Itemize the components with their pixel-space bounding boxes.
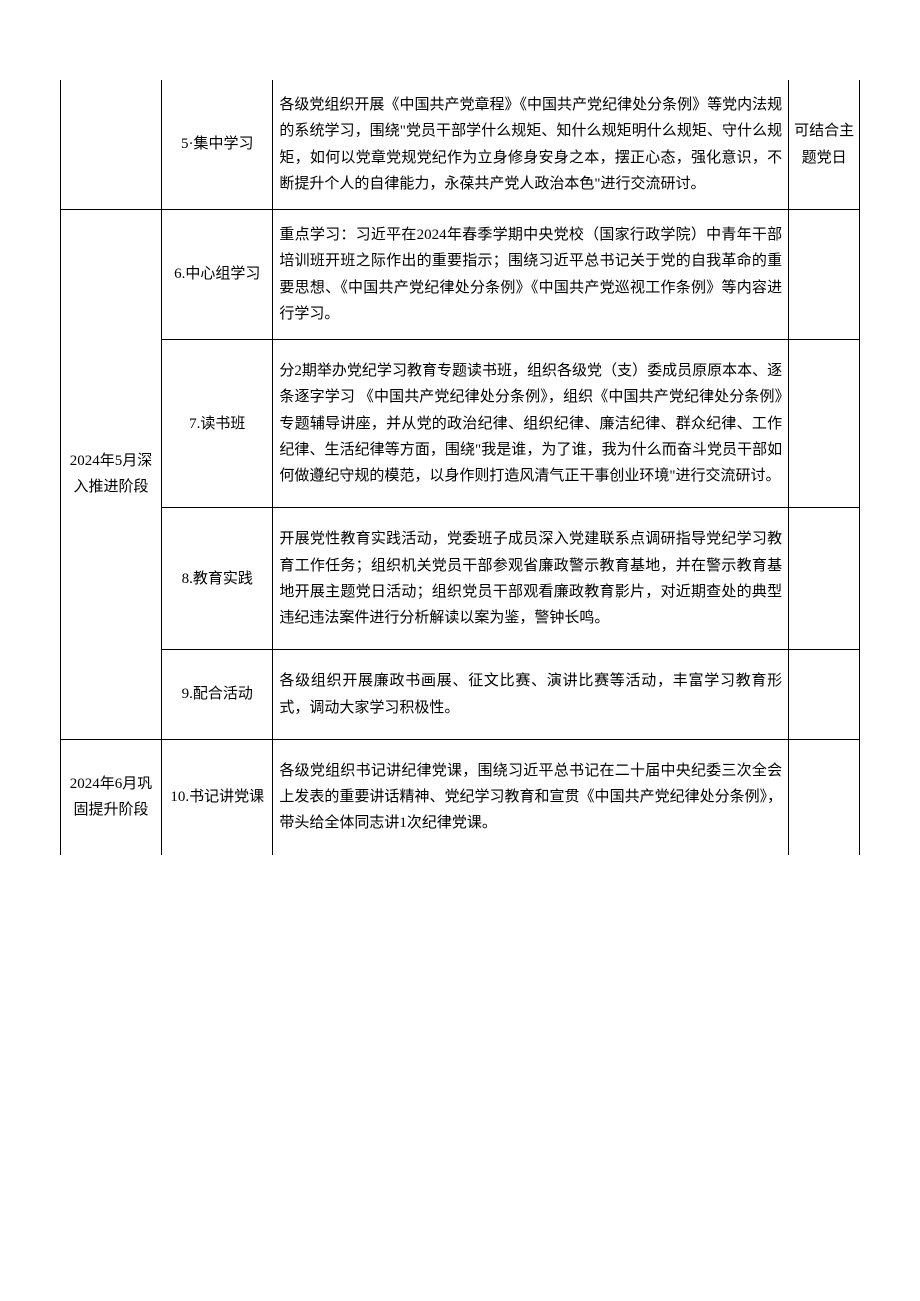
activity-cell: 5·集中学习 [162, 80, 273, 210]
activity-cell: 8.教育实践 [162, 508, 273, 650]
table-row: 8.教育实践 开展党性教育实践活动，党委班子成员深入党建联系点调研指导党纪学习教… [61, 508, 860, 650]
note-cell [789, 340, 860, 508]
note-cell: 可结合主题党日 [789, 80, 860, 210]
schedule-table: 5·集中学习 各级党组织开展《中国共产党章程》《中国共产党纪律处分条例》等党内法… [60, 80, 860, 855]
content-cell: 各级党组织书记讲纪律党课，围绕习近平总书记在二十届中央纪委三次全会上发表的重要讲… [273, 739, 789, 854]
table-row: 2024年5月深入推进阶段 6.中心组学习 重点学习：习近平在2024年春季学期… [61, 210, 860, 340]
note-cell [789, 650, 860, 740]
table-row: 9.配合活动 各级组织开展廉政书画展、征文比赛、演讲比赛等活动，丰富学习教育形式… [61, 650, 860, 740]
activity-cell: 7.读书班 [162, 340, 273, 508]
activity-cell: 6.中心组学习 [162, 210, 273, 340]
content-cell: 分2期举办党纪学习教育专题读书班，组织各级党（支）委成员原原本本、逐条逐字学习 … [273, 340, 789, 508]
table-row: 5·集中学习 各级党组织开展《中国共产党章程》《中国共产党纪律处分条例》等党内法… [61, 80, 860, 210]
note-cell [789, 739, 860, 854]
phase-cell: 2024年6月巩固提升阶段 [61, 739, 162, 854]
phase-cell [61, 80, 162, 210]
content-cell: 各级党组织开展《中国共产党章程》《中国共产党纪律处分条例》等党内法规的系统学习，… [273, 80, 789, 210]
note-cell [789, 210, 860, 340]
content-cell: 开展党性教育实践活动，党委班子成员深入党建联系点调研指导党纪学习教育工作任务；组… [273, 508, 789, 650]
table-row: 2024年6月巩固提升阶段 10.书记讲党课 各级党组织书记讲纪律党课，围绕习近… [61, 739, 860, 854]
content-cell: 各级组织开展廉政书画展、征文比赛、演讲比赛等活动，丰富学习教育形式，调动大家学习… [273, 650, 789, 740]
activity-cell: 9.配合活动 [162, 650, 273, 740]
content-cell: 重点学习：习近平在2024年春季学期中央党校（国家行政学院）中青年干部培训班开班… [273, 210, 789, 340]
phase-cell: 2024年5月深入推进阶段 [61, 210, 162, 740]
table-row: 7.读书班 分2期举办党纪学习教育专题读书班，组织各级党（支）委成员原原本本、逐… [61, 340, 860, 508]
activity-cell: 10.书记讲党课 [162, 739, 273, 854]
note-cell [789, 508, 860, 650]
